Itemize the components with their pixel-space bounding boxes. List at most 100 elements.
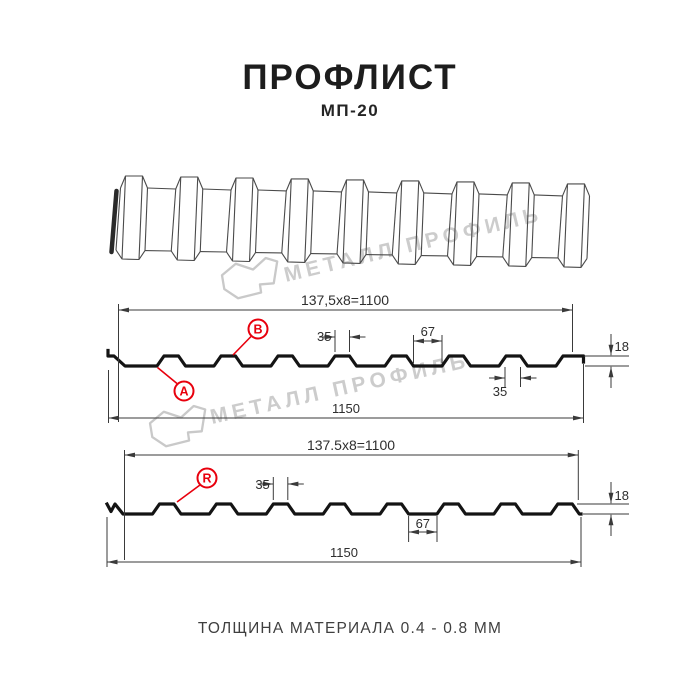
sheet-3d-line <box>557 195 564 258</box>
watermark-1: МЕТАЛЛ ПРОФИЛЬ <box>220 203 545 300</box>
sheet-3d-line <box>478 193 508 196</box>
dim-modular-label: 137,5x8=1100 <box>301 292 389 308</box>
sheet-3d-line <box>368 191 397 194</box>
dim-valley-label: 67 <box>421 324 435 339</box>
sheet-3d-line <box>287 178 292 263</box>
callout-letter-b: B <box>253 323 262 337</box>
sheet-3d-line <box>230 177 259 191</box>
sheet-3d-line <box>531 194 535 258</box>
sheet-3d-line <box>121 175 127 260</box>
sheet-3d-view <box>115 175 591 269</box>
dim-height-label: 18 <box>615 488 629 503</box>
sheet-3d-line <box>534 194 563 197</box>
sheet-3d-line <box>199 188 204 252</box>
metal-profil-logo-icon <box>148 404 207 448</box>
sheet-3d-line <box>285 178 314 192</box>
sheet-3d-line <box>502 256 533 268</box>
material-thickness-note: ТОЛЩИНА МАТЕРИАЛА 0.4 - 0.8 ММ <box>198 620 502 637</box>
sheet-3d-line <box>580 183 586 268</box>
sheet-3d-line <box>447 255 477 267</box>
sheet-3d-line <box>147 187 176 190</box>
sheet-3d-line <box>304 178 309 263</box>
callout-a: A <box>156 366 195 402</box>
sheet-3d-line <box>397 180 403 264</box>
sheet-3d-line <box>310 190 314 254</box>
page-title: ПРОФЛИСТ <box>242 58 457 97</box>
sheet-3d-line <box>506 182 535 196</box>
sheet-3d-line <box>340 179 370 193</box>
callout-letter-r: R <box>202 472 211 486</box>
sheet-3d-line <box>176 176 182 261</box>
profile-outline-reverse <box>104 501 583 516</box>
sheet-3d-line <box>469 181 475 266</box>
profile-model-subtitle: МП-20 <box>321 101 379 120</box>
sheet-3d-cut-edge <box>109 188 119 255</box>
sheet-3d-line <box>138 175 144 260</box>
callout-b: B <box>232 318 269 356</box>
sheet-3d-line <box>281 190 287 254</box>
sheet-3d-line <box>313 190 342 193</box>
sheet-3d-line <box>342 179 348 264</box>
sheet-3d-line <box>115 249 146 261</box>
sheet-3d-line <box>451 181 480 195</box>
callout-letter-a: A <box>179 385 188 399</box>
sheet-3d-line <box>391 254 422 266</box>
cross-section-2: 137.5x8=1100 35 67 18 1150 R <box>104 437 629 567</box>
dim-modular-label: 137.5x8=1100 <box>307 437 395 453</box>
sheet-3d-line <box>446 193 453 257</box>
dim-rib-top-label: 35 <box>255 477 269 492</box>
sheet-3d-line <box>193 176 199 261</box>
callout-leader <box>176 484 201 503</box>
sheet-3d-line <box>170 250 201 262</box>
sheet-3d-line <box>423 192 453 195</box>
dim-total-label: 1150 <box>330 545 358 560</box>
dim-valley-label: 67 <box>416 516 430 531</box>
sheet-3d-line <box>414 180 420 265</box>
dim-rib-top-label: 35 <box>317 329 331 344</box>
sheet-3d-line <box>508 182 513 266</box>
sheet-3d-line <box>144 187 149 251</box>
dim-rib-bottom-label: 35 <box>493 384 507 399</box>
sheet-3d-line <box>202 188 232 191</box>
callout-leader <box>156 366 178 385</box>
sheet-3d-line <box>225 189 232 253</box>
callout-circle <box>247 318 269 340</box>
sheet-3d-line <box>254 189 259 253</box>
callout-circle <box>196 467 218 489</box>
sheet-3d-line <box>452 181 458 265</box>
sheet-3d-line <box>175 176 204 190</box>
callout-leader <box>232 335 252 356</box>
dim-height-label: 18 <box>615 339 629 354</box>
sheet-3d-line <box>563 183 569 267</box>
sheet-3d-line <box>226 251 256 263</box>
sheet-3d-line <box>586 195 591 259</box>
sheet-3d-line <box>170 188 177 252</box>
callout-r: R <box>176 467 218 503</box>
cross-section-1: 137,5x8=1100 35 67 35 18 1150 <box>106 292 629 423</box>
watermark-2: МЕТАЛЛ ПРОФИЛЬ <box>148 349 472 448</box>
sheet-3d-line <box>336 191 343 255</box>
watermark-text: МЕТАЛЛ ПРОФИЛЬ <box>208 349 471 429</box>
sheet-3d-line <box>391 192 398 256</box>
sheet-3d-line <box>420 192 425 256</box>
dim-total-label: 1150 <box>332 401 360 416</box>
watermark-text: МЕТАЛЛ ПРОФИЛЬ <box>282 203 545 287</box>
sheet-3d-line <box>475 193 480 257</box>
sheet-3d-line <box>115 187 122 251</box>
sheet-3d-line <box>231 177 237 262</box>
callout-circle <box>173 380 195 402</box>
profile-outline-front <box>106 348 586 368</box>
sheet-3d-line <box>396 180 425 194</box>
sheet-3d-line <box>248 177 254 262</box>
sheet-3d-line <box>557 257 588 269</box>
sheet-3d-line <box>359 179 365 264</box>
sheet-3d-line <box>525 182 530 267</box>
sheet-3d-line <box>502 194 508 258</box>
sheet-3d-line <box>561 183 591 197</box>
sheet-3d-line <box>336 253 367 265</box>
sheet-3d-line <box>281 252 312 264</box>
sheet-3d-line <box>119 175 149 189</box>
sheet-3d-line <box>365 191 370 255</box>
